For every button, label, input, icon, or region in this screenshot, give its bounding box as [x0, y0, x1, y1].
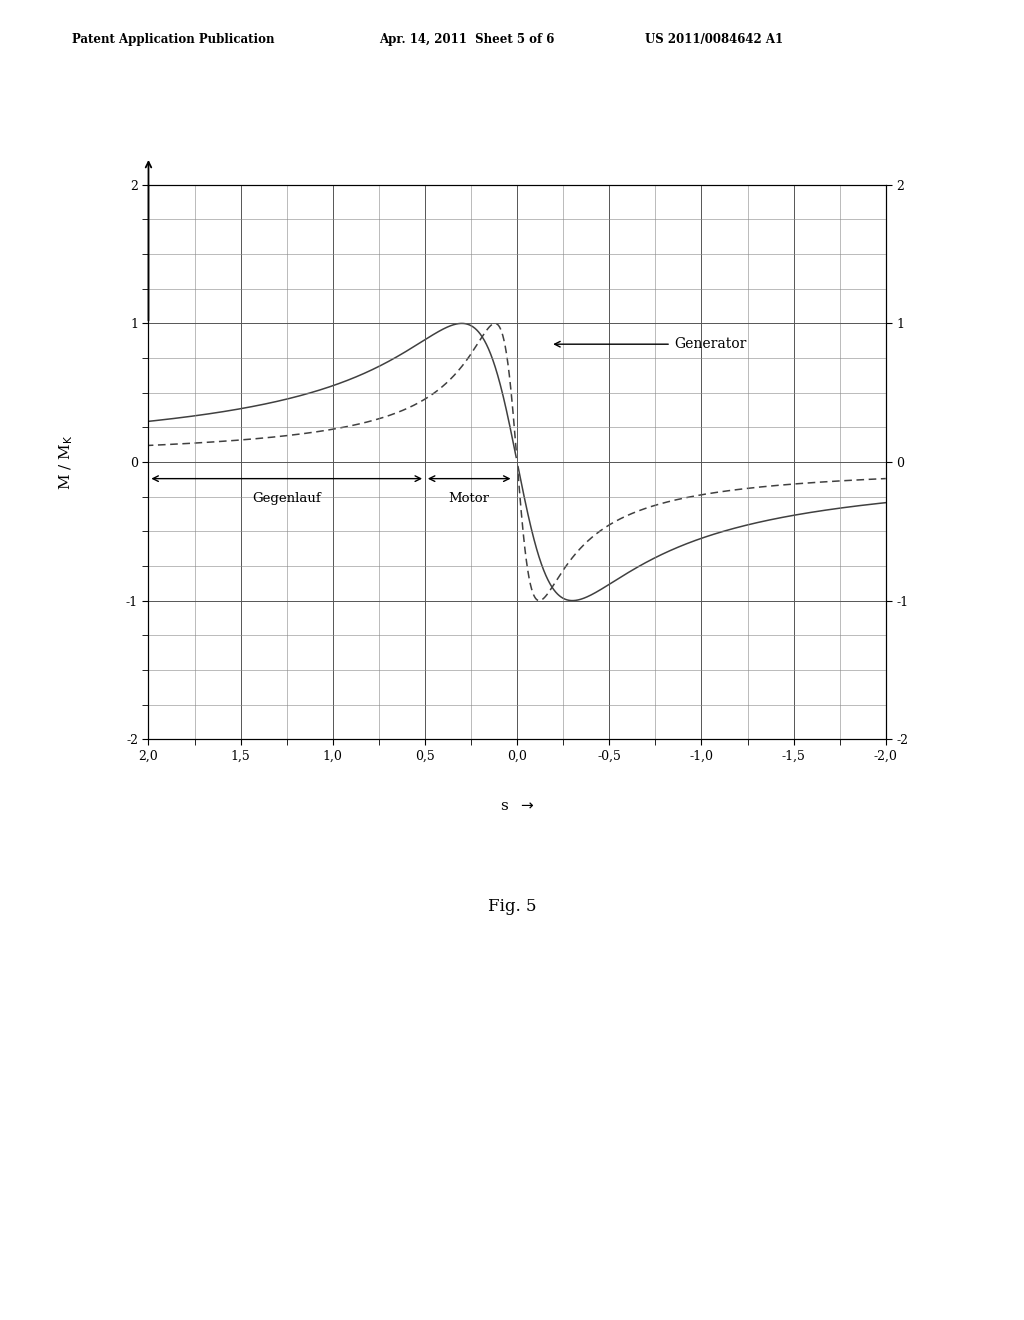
Text: Apr. 14, 2011  Sheet 5 of 6: Apr. 14, 2011 Sheet 5 of 6	[379, 33, 554, 46]
Text: Fig. 5: Fig. 5	[487, 898, 537, 915]
Text: M / M$_\mathsf{K}$: M / M$_\mathsf{K}$	[57, 434, 76, 490]
Text: s  $\rightarrow$: s $\rightarrow$	[500, 799, 535, 813]
Text: Generator: Generator	[555, 337, 746, 351]
Text: US 2011/0084642 A1: US 2011/0084642 A1	[645, 33, 783, 46]
Text: Gegenlauf: Gegenlauf	[252, 492, 322, 506]
Text: Patent Application Publication: Patent Application Publication	[72, 33, 274, 46]
Text: Motor: Motor	[449, 492, 489, 506]
